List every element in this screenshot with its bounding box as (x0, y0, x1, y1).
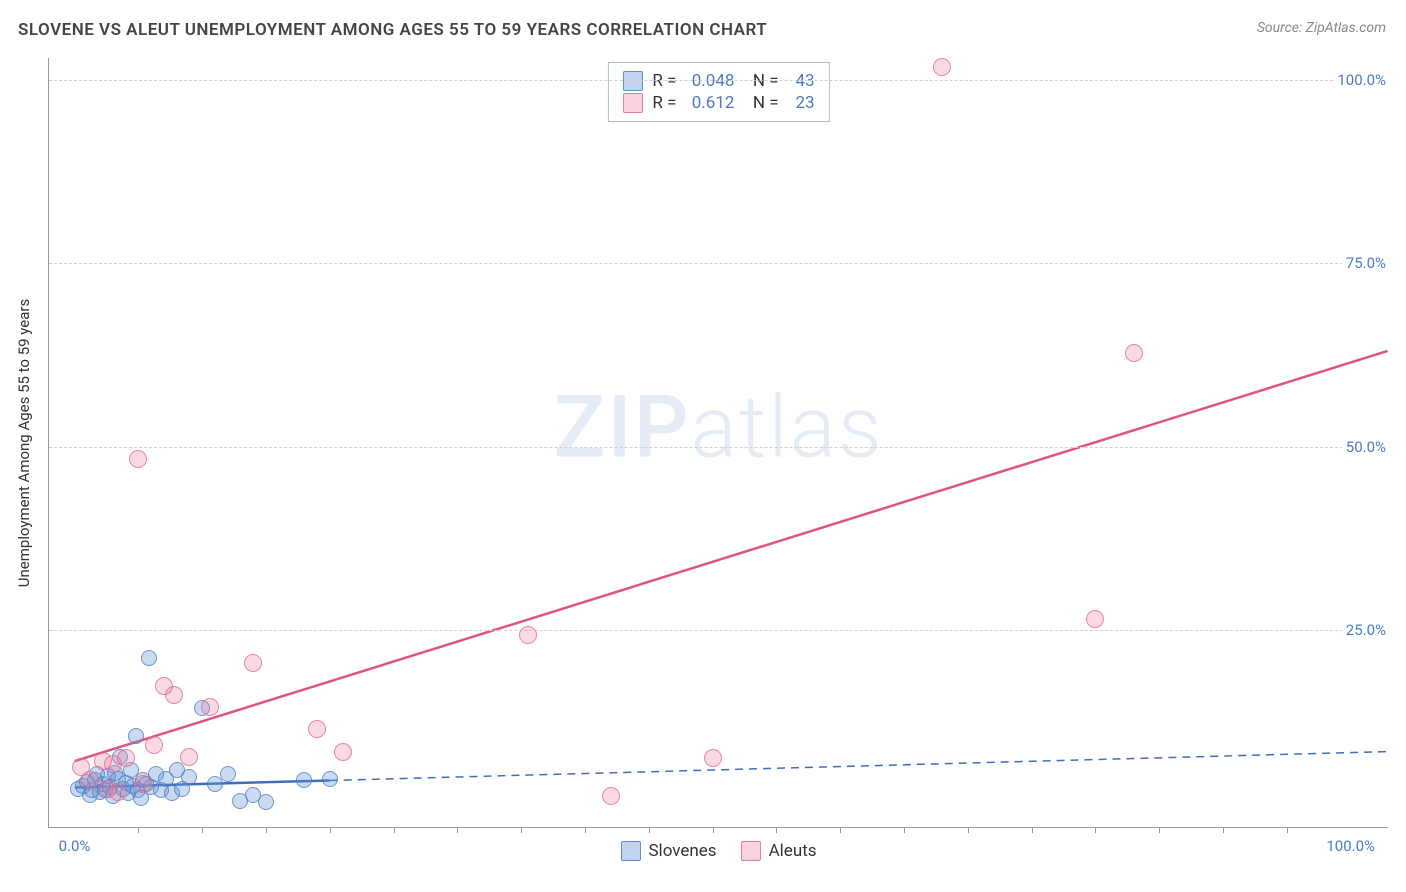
data-point (519, 626, 537, 644)
data-point (141, 650, 157, 666)
y-tick-label: 100.0% (1333, 71, 1390, 89)
chart-title: SLOVENE VS ALEUT UNEMPLOYMENT AMONG AGES… (18, 20, 767, 40)
legend-label: Aleuts (769, 841, 817, 861)
y-tick-label: 50.0% (1342, 438, 1390, 456)
x-tick (1287, 827, 1288, 833)
source-attribution: Source: ZipAtlas.com (1257, 20, 1386, 36)
legend-swatch (741, 841, 761, 861)
data-point (134, 775, 152, 793)
x-tick (904, 827, 905, 833)
x-tick (138, 827, 139, 833)
data-point (145, 736, 163, 754)
stat-label: R = (652, 71, 676, 91)
r-value: 0.048 (686, 71, 734, 91)
x-tick (968, 827, 969, 833)
data-point (117, 749, 135, 767)
data-point (244, 654, 262, 672)
x-tick (1095, 827, 1096, 833)
legend-swatch (622, 93, 642, 113)
data-point (165, 686, 183, 704)
data-point (109, 783, 127, 801)
data-point (1125, 344, 1143, 362)
data-point (334, 743, 352, 761)
y-tick-label: 75.0% (1342, 254, 1390, 272)
data-point (308, 720, 326, 738)
data-point (1086, 610, 1104, 628)
stat-label: N = (744, 93, 778, 113)
x-tick (1032, 827, 1033, 833)
scatter-chart: ZIPatlas R = 0.048 N = 43 R = 0.612 N = … (48, 58, 1388, 828)
x-tick-label: 100.0% (1326, 837, 1375, 855)
data-point (201, 698, 219, 716)
x-tick (330, 827, 331, 833)
x-tick-label: 0.0% (59, 837, 91, 855)
data-point (180, 748, 198, 766)
legend-item: Aleuts (741, 841, 817, 861)
legend-row: R = 0.048 N = 43 (622, 71, 814, 91)
gridline (49, 630, 1388, 631)
x-tick (457, 827, 458, 833)
x-tick (1159, 827, 1160, 833)
gridline (49, 80, 1388, 81)
r-value: 0.612 (686, 93, 734, 113)
x-tick (394, 827, 395, 833)
x-tick (1223, 827, 1224, 833)
x-tick (202, 827, 203, 833)
data-point (181, 769, 197, 785)
gridline (49, 263, 1388, 264)
trend-lines (49, 58, 1388, 827)
gridline (49, 447, 1388, 448)
watermark: ZIPatlas (554, 377, 884, 478)
legend-swatch (622, 71, 642, 91)
data-point (220, 766, 236, 782)
x-tick (649, 827, 650, 833)
data-point (933, 58, 951, 76)
x-tick (266, 827, 267, 833)
series-legend: Slovenes Aleuts (620, 841, 816, 861)
data-point (81, 771, 99, 789)
x-tick (840, 827, 841, 833)
data-point (129, 450, 147, 468)
data-point (704, 749, 722, 767)
data-point (322, 771, 338, 787)
data-point (296, 772, 312, 788)
stat-label: R = (652, 93, 676, 113)
correlation-legend: R = 0.048 N = 43 R = 0.612 N = 23 (607, 62, 829, 122)
legend-label: Slovenes (648, 841, 716, 861)
n-value: 43 (789, 71, 815, 91)
data-point (602, 787, 620, 805)
legend-item: Slovenes (620, 841, 716, 861)
y-tick-label: 25.0% (1342, 621, 1390, 639)
stat-label: N = (744, 71, 778, 91)
y-axis-label: Unemployment Among Ages 55 to 59 years (14, 58, 34, 828)
data-point (128, 728, 144, 744)
x-tick (585, 827, 586, 833)
legend-swatch (620, 841, 640, 861)
legend-row: R = 0.612 N = 23 (622, 93, 814, 113)
data-point (258, 794, 274, 810)
x-tick (713, 827, 714, 833)
n-value: 23 (789, 93, 815, 113)
x-tick (521, 827, 522, 833)
x-tick (776, 827, 777, 833)
